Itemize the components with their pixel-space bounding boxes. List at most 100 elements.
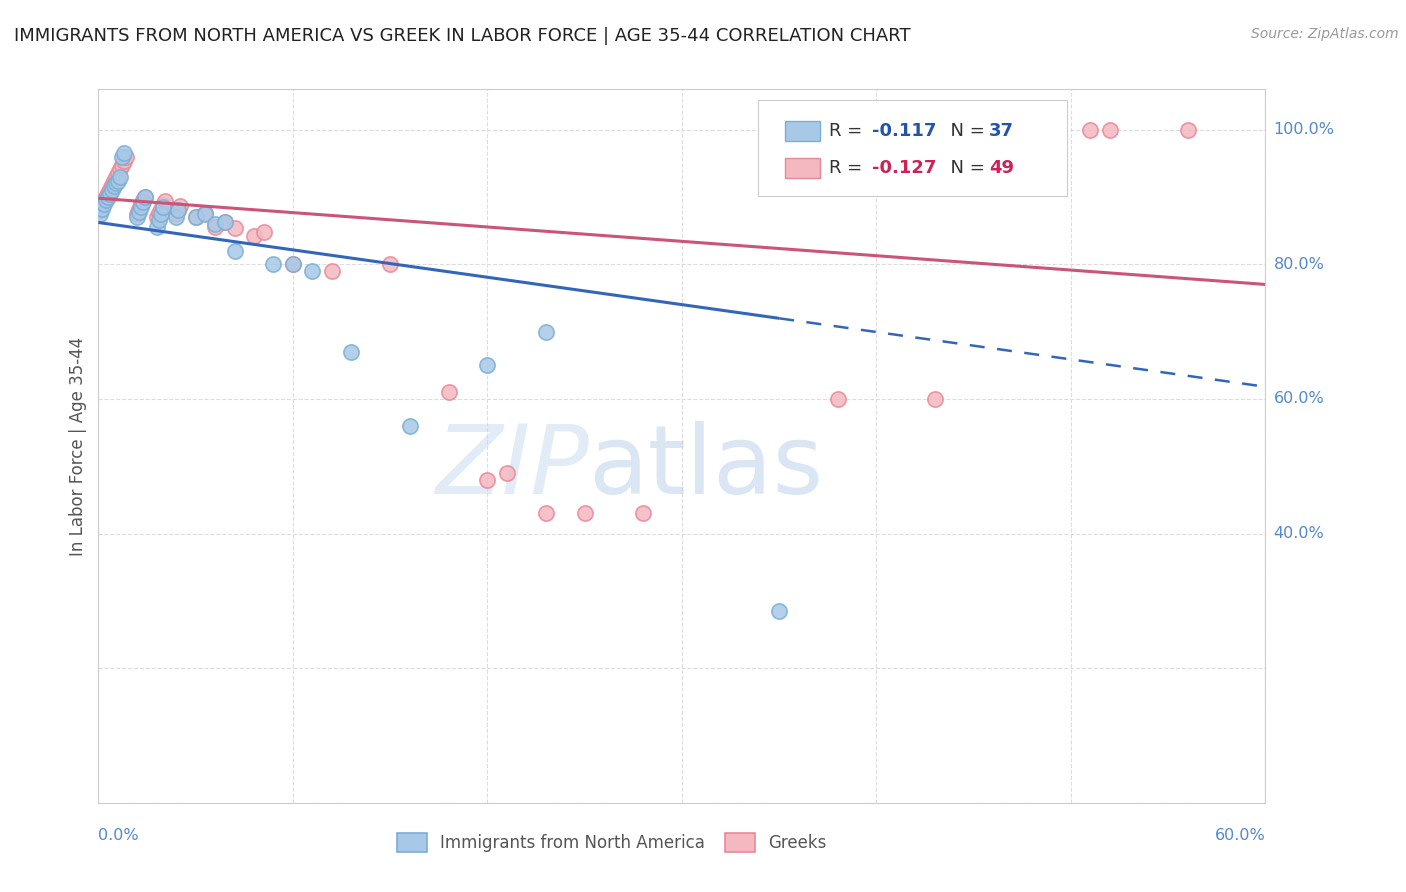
Point [128, 204, 150, 219]
Point [98, 182, 121, 196]
Point [108, 169, 131, 184]
Point [101, 183, 124, 197]
Point [165, 207, 187, 221]
Point [281, 257, 304, 271]
Point [281, 257, 304, 271]
Point [169, 199, 191, 213]
Point [924, 392, 946, 406]
Point [321, 264, 343, 278]
Point [204, 217, 226, 231]
Point [104, 169, 127, 184]
Point [101, 178, 124, 192]
Text: R =: R = [830, 122, 868, 140]
Point [1177, 122, 1199, 136]
Point [98, 186, 121, 201]
Point [103, 174, 125, 188]
Point [184, 210, 207, 224]
Point [437, 385, 460, 400]
Point [253, 225, 276, 239]
Point [152, 198, 174, 212]
Point [91, 198, 114, 212]
Point [194, 206, 217, 220]
Point [132, 194, 155, 208]
Text: IMMIGRANTS FROM NORTH AMERICA VS GREEK IN LABOR FORCE | AGE 35-44 CORRELATION CH: IMMIGRANTS FROM NORTH AMERICA VS GREEK I… [14, 27, 911, 45]
Point [146, 210, 169, 224]
Text: Source: ZipAtlas.com: Source: ZipAtlas.com [1251, 27, 1399, 41]
Point [224, 244, 246, 258]
Point [204, 220, 226, 235]
Point [127, 210, 149, 224]
Point [107, 166, 129, 180]
Point [262, 257, 284, 271]
Point [148, 213, 170, 227]
Point [128, 202, 150, 216]
Point [129, 196, 152, 211]
Point [112, 153, 135, 168]
Point [108, 161, 131, 176]
FancyBboxPatch shape [785, 121, 820, 141]
Point [184, 210, 207, 224]
Text: ZIP: ZIP [434, 421, 589, 514]
Point [477, 473, 499, 487]
Text: 80.0%: 80.0% [1274, 257, 1324, 272]
Text: -0.127: -0.127 [872, 160, 936, 178]
Point [134, 190, 156, 204]
Point [214, 215, 236, 229]
Point [534, 506, 557, 520]
Legend: Immigrants from North America, Greeks: Immigrants from North America, Greeks [391, 826, 834, 859]
Point [534, 325, 557, 339]
Point [214, 215, 236, 229]
Point [167, 203, 190, 218]
Text: -0.117: -0.117 [872, 122, 936, 140]
FancyBboxPatch shape [758, 100, 1067, 196]
Point [827, 392, 849, 406]
Point [104, 177, 127, 191]
Text: 0.0%: 0.0% [98, 828, 139, 843]
Point [1098, 122, 1121, 136]
Point [107, 174, 129, 188]
Point [301, 264, 323, 278]
Point [134, 190, 156, 204]
Text: 60.0%: 60.0% [1215, 828, 1265, 843]
Point [165, 210, 187, 224]
Point [103, 179, 125, 194]
Point [495, 466, 517, 480]
Point [153, 194, 176, 208]
Point [89, 207, 111, 221]
Text: atlas: atlas [589, 421, 824, 514]
Point [768, 604, 790, 618]
Point [111, 149, 134, 163]
Point [111, 158, 134, 172]
Point [574, 506, 596, 520]
FancyBboxPatch shape [785, 159, 820, 178]
Point [132, 195, 155, 210]
Text: N =: N = [939, 160, 990, 178]
Point [149, 202, 172, 216]
Point [89, 203, 111, 218]
Text: 40.0%: 40.0% [1274, 526, 1324, 541]
Y-axis label: In Labor Force | Age 35-44: In Labor Force | Age 35-44 [69, 336, 87, 556]
Point [97, 186, 120, 200]
Text: 60.0%: 60.0% [1274, 392, 1324, 407]
Point [114, 149, 136, 163]
Text: N =: N = [939, 122, 990, 140]
Point [477, 358, 499, 372]
Point [93, 196, 115, 211]
Point [149, 207, 172, 221]
Point [1080, 122, 1102, 136]
Text: 49: 49 [988, 160, 1014, 178]
Point [112, 146, 135, 161]
Point [152, 200, 174, 214]
Point [224, 220, 246, 235]
Point [378, 257, 402, 271]
Point [631, 506, 654, 520]
Point [148, 206, 170, 220]
Point [398, 418, 420, 433]
Point [96, 190, 118, 204]
Point [167, 203, 190, 218]
Point [97, 190, 120, 204]
Text: R =: R = [830, 160, 868, 178]
Point [93, 194, 115, 208]
Point [340, 344, 363, 359]
Point [91, 202, 114, 216]
